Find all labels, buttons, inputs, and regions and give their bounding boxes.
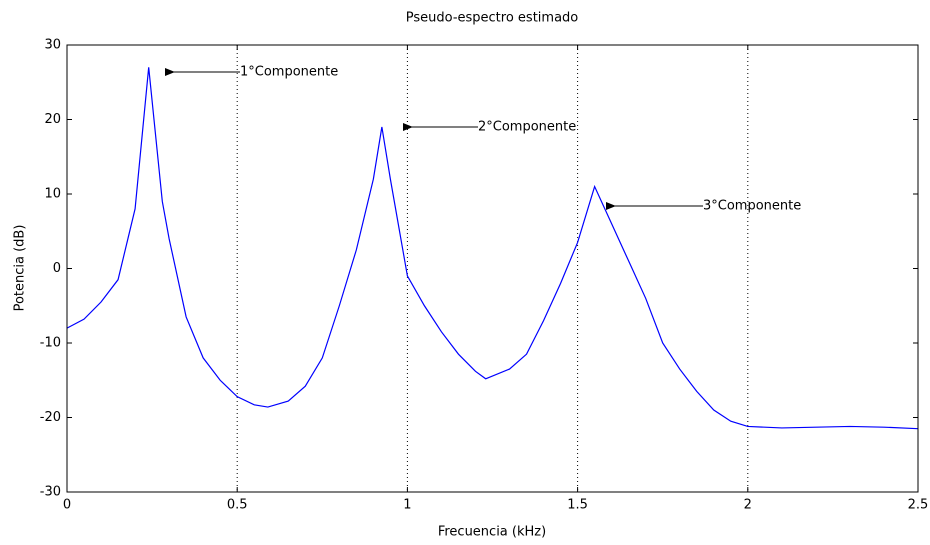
x-tick-label: 0 — [63, 498, 71, 513]
x-tick-label: 2.5 — [908, 498, 929, 513]
annotation: 1°Componente — [240, 65, 338, 80]
y-tick-label: 10 — [44, 187, 61, 202]
x-tick-label: 1.5 — [567, 498, 588, 513]
y-tick-label: 20 — [44, 112, 61, 127]
x-tick-label: 1 — [403, 498, 411, 513]
line-series — [66, 67, 919, 430]
annotation: 3°Componente — [703, 199, 801, 214]
annotation: 2°Componente — [478, 120, 576, 135]
x-tick-label: 2 — [744, 498, 752, 513]
y-tick-label: -10 — [40, 336, 61, 351]
y-axis-label: Potencia (dB) — [13, 225, 28, 312]
chart-title: Pseudo-espectro estimado — [406, 11, 579, 26]
y-tick-label: -20 — [40, 410, 61, 425]
plot-area — [67, 45, 918, 492]
y-tick-label: -30 — [40, 485, 61, 500]
y-tick-label: 0 — [53, 261, 61, 276]
x-axis-label: Frecuencia (kHz) — [438, 525, 546, 540]
x-tick-label: 0.5 — [227, 498, 248, 513]
axes-box — [66, 44, 919, 493]
y-tick-label: 30 — [44, 38, 61, 53]
